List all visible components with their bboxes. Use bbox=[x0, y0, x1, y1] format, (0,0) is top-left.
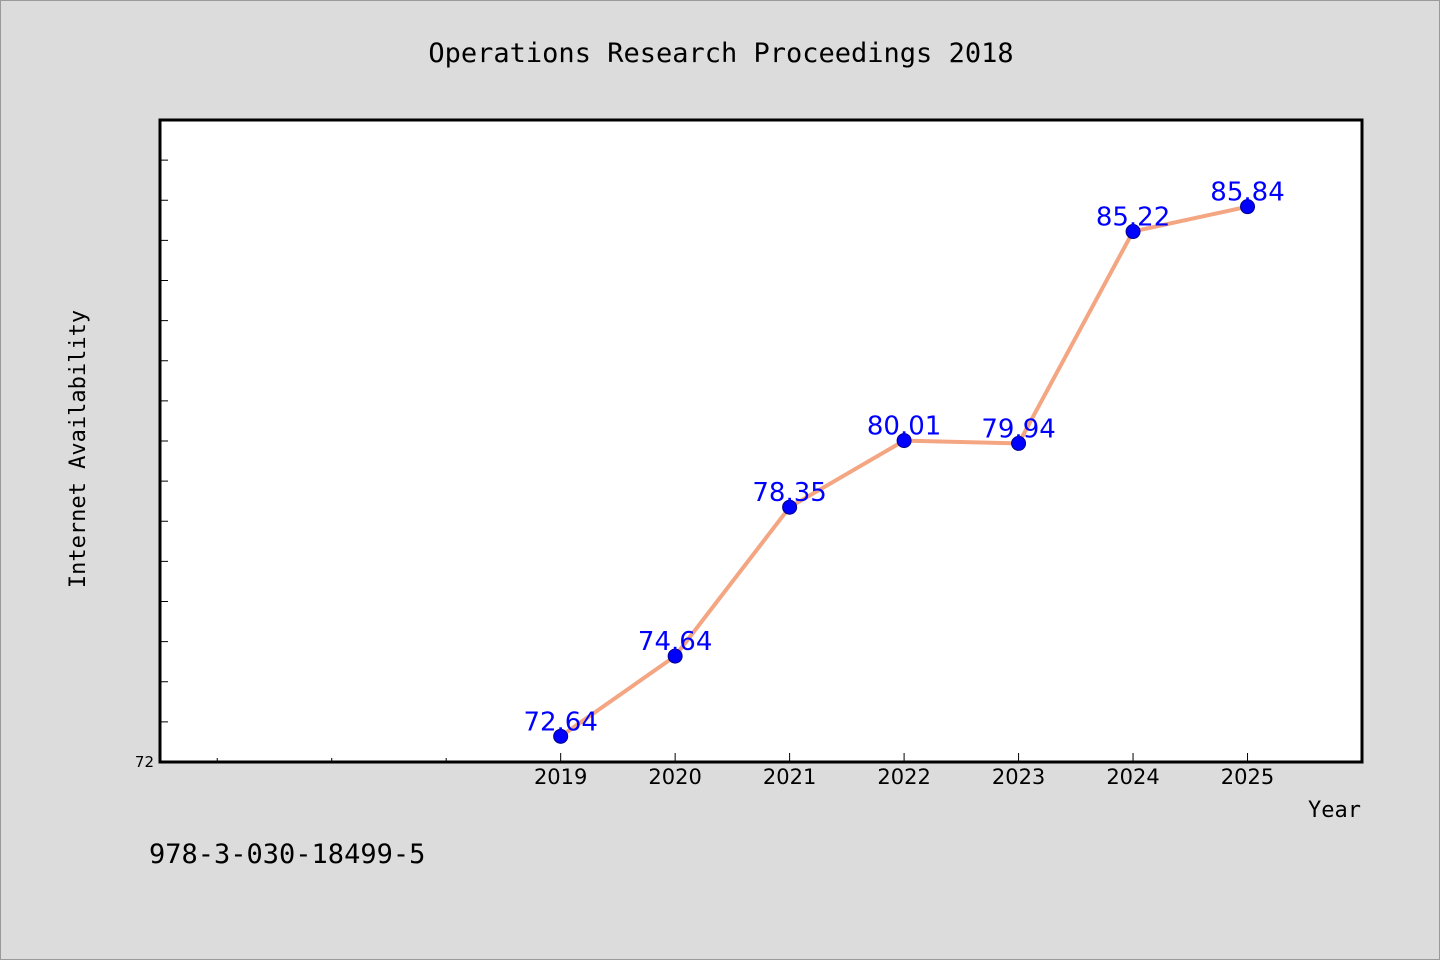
data-label-2022: 80.01 bbox=[867, 412, 941, 442]
x-tick-label-2020: 2020 bbox=[648, 765, 701, 789]
x-tick-label-2024: 2024 bbox=[1106, 765, 1159, 789]
chart-title: Operations Research Proceedings 2018 bbox=[428, 38, 1013, 69]
data-label-2025: 85.84 bbox=[1210, 178, 1284, 208]
data-label-2020: 74.64 bbox=[638, 627, 712, 657]
y-axis-label: Internet Availability bbox=[66, 310, 91, 588]
footnote-isbn: 978-3-030-18499-5 bbox=[149, 839, 425, 870]
data-point-2019 bbox=[553, 728, 569, 744]
y-axis-ticks: 72 bbox=[135, 159, 168, 771]
x-tick-label-2019: 2019 bbox=[534, 765, 587, 789]
x-tick-label-2021: 2021 bbox=[763, 765, 816, 789]
plot-area bbox=[158, 118, 1364, 764]
data-point-2021 bbox=[782, 499, 798, 515]
data-label-2024: 85.22 bbox=[1096, 203, 1170, 233]
x-axis-ticks: 2019 2020 2021 2022 2023 2024 2025 bbox=[216, 753, 1274, 789]
data-point-2020 bbox=[667, 648, 683, 664]
y-tick-label: 72 bbox=[135, 753, 154, 771]
x-tick-label-2022: 2022 bbox=[877, 765, 930, 789]
data-point-2024 bbox=[1125, 224, 1141, 240]
data-label-2019: 72.64 bbox=[523, 707, 597, 737]
data-label-2023: 79.94 bbox=[981, 414, 1055, 444]
data-label-2021: 78.35 bbox=[752, 478, 826, 508]
x-axis-label: Year bbox=[1308, 798, 1361, 823]
data-point-2023 bbox=[1011, 435, 1027, 451]
data-point-2025 bbox=[1240, 199, 1256, 215]
series-layer: 72.64 74.64 78.35 80.01 79.94 85.22 85.84 bbox=[523, 178, 1285, 744]
x-tick-label-2025: 2025 bbox=[1221, 765, 1274, 789]
data-point-2022 bbox=[896, 433, 912, 449]
x-tick-label-2023: 2023 bbox=[992, 765, 1045, 789]
